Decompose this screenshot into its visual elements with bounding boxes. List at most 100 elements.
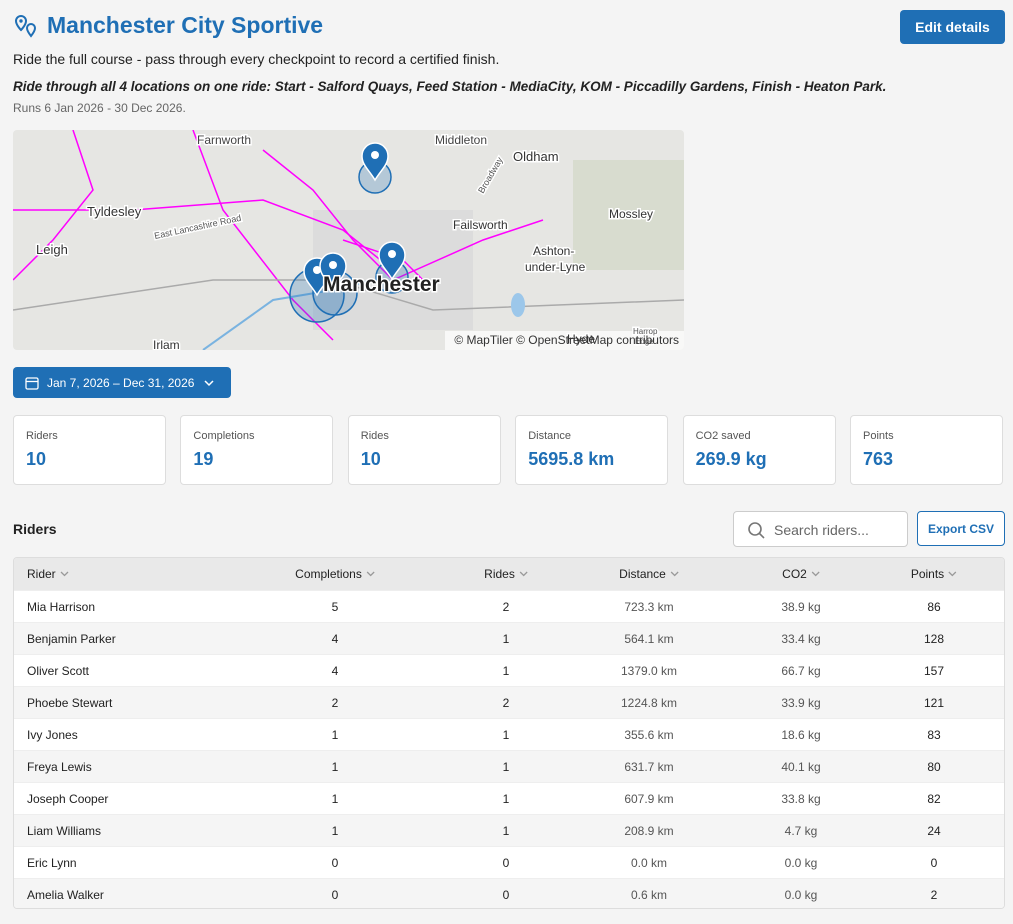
table-row: Ivy Jones 1 1 355.6 km 18.6 kg 83 (14, 718, 1004, 750)
table-cell: Joseph Cooper (27, 792, 109, 806)
column-title: Rides (484, 567, 515, 581)
stat-value: 5695.8 km (528, 449, 615, 469)
table-cell: 33.4 kg (781, 632, 821, 646)
map-label: Farnworth (197, 133, 251, 147)
table-cell: Freya Lewis (27, 760, 92, 774)
table-cell: 4 (331, 664, 339, 678)
table-cell: 0.0 km (630, 856, 668, 870)
table-cell: Eric Lynn (27, 856, 77, 870)
column-header[interactable]: CO2 (782, 567, 820, 581)
table-row: Liam Williams 1 1 208.9 km 4.7 kg 24 (14, 814, 1004, 846)
table-cell: 38.9 kg (781, 600, 821, 614)
table-cell: Amelia Walker (27, 888, 104, 902)
table-cell: 1379.0 km (620, 664, 678, 678)
map-canvas: Farnworth MiddletonOldhamTyldesleyBroadwa… (13, 130, 684, 350)
stat-label: Points (863, 430, 894, 442)
table-cell: 33.9 kg (781, 696, 821, 710)
map-label: Hyde (567, 332, 595, 346)
edit-details-button[interactable]: Edit details (900, 10, 1005, 44)
table-cell: 2 (502, 600, 510, 614)
column-title: Distance (619, 567, 666, 581)
sort-chevron (519, 571, 528, 577)
instructions: Ride through all 4 locations on one ride… (13, 79, 887, 94)
table-cell: 86 (927, 600, 941, 614)
table-cell: Benjamin Parker (27, 632, 116, 646)
map-label: Mossley (609, 207, 653, 221)
column-header[interactable]: Rides (484, 567, 528, 581)
table-cell: 0 (502, 856, 510, 870)
table-cell: 0.6 km (630, 888, 668, 902)
table-cell: 0 (502, 888, 510, 902)
table-cell: 0.0 kg (784, 856, 818, 870)
search-box[interactable]: Search riders... (733, 511, 908, 547)
table-cell: 0 (331, 888, 339, 902)
stat-label: Rides (360, 430, 389, 442)
sort-icon (366, 571, 375, 577)
column-header[interactable]: Completions (295, 567, 375, 581)
table-cell: 355.6 km (624, 728, 674, 742)
map-label: Oldham (513, 149, 559, 164)
search-icon (748, 522, 765, 539)
stat-value: 10 (360, 449, 381, 469)
export-csv-button[interactable]: Export CSV (917, 511, 1005, 546)
chevron (204, 379, 214, 386)
table-cell: 0 (930, 856, 938, 870)
run-dates: Runs 6 Jan 2026 - 30 Dec 2026. (13, 101, 186, 115)
table-cell: 1224.8 km (620, 696, 678, 710)
map-label: under-Lyne (525, 260, 586, 274)
stat-card: Riders 10 (13, 415, 166, 485)
date-range-filter[interactable]: Jan 7, 2026 – Dec 31, 2026 (13, 367, 231, 398)
riders-table: Rider Completions Rides Distance CO2 Points Mi… (13, 557, 1005, 909)
sort-chevron (60, 571, 69, 577)
map-attribution: © MapTiler © OpenStreetMap contributors (454, 333, 679, 347)
map-label: Failsworth (453, 218, 508, 232)
table-cell: 24 (927, 824, 941, 838)
column-title: CO2 (782, 567, 807, 581)
date-range-text: Jan 7, 2026 – Dec 31, 2026 (47, 375, 195, 390)
calendar-icon (25, 376, 39, 390)
map-label: Harrop (633, 327, 658, 336)
table-cell: 1 (502, 792, 510, 806)
column-header[interactable]: Points (911, 567, 957, 581)
stat-label: CO2 saved (695, 430, 751, 442)
table-cell: 1 (502, 664, 510, 678)
table-cell: 66.7 kg (781, 664, 821, 678)
table-row: Phoebe Stewart 2 2 1224.8 km 33.9 kg 121 (14, 686, 1004, 718)
table-cell: Phoebe Stewart (27, 696, 113, 710)
table-cell: 208.9 km (624, 824, 674, 838)
table-cell: 1 (331, 792, 339, 806)
stat-card: Distance 5695.8 km (515, 415, 669, 485)
table-cell: 40.1 kg (781, 760, 821, 774)
sort-icon (811, 571, 820, 577)
table-row: Amelia Walker 0 0 0.6 km 0.0 kg 2 (14, 878, 1004, 908)
table-cell: 564.1 km (624, 632, 674, 646)
table-cell: 4.7 kg (784, 824, 818, 838)
table-cell: Liam Williams (27, 824, 102, 838)
table-cell: 18.6 kg (781, 728, 821, 742)
table-cell: 1 (331, 824, 339, 838)
stat-card: Completions 19 (180, 415, 334, 485)
table-cell: 121 (923, 696, 945, 710)
map-label: Manchester (323, 273, 440, 296)
search-placeholder: Search riders... (774, 522, 869, 538)
table-cell: Oliver Scott (27, 664, 90, 678)
table-cell: Ivy Jones (27, 728, 78, 742)
stat-label: Completions (193, 430, 255, 442)
table-row: Mia Harrison 5 2 723.3 km 38.9 kg 86 (14, 590, 1004, 622)
column-title: Completions (295, 567, 362, 581)
column-header[interactable]: Rider (27, 567, 69, 581)
sort-icon (670, 571, 679, 577)
sort-icon (948, 571, 957, 577)
sort-icon (519, 571, 528, 577)
table-cell: 0 (331, 856, 339, 870)
map[interactable]: Farnworth Middleton Oldham Tyldesley Broadwa… (13, 130, 684, 350)
column-header[interactable]: Distance (619, 567, 679, 581)
stat-value: 10 (26, 449, 47, 469)
table-cell: 33.8 kg (781, 792, 821, 806)
table-cell: 631.7 km (624, 760, 674, 774)
table-cell: 2 (930, 888, 938, 902)
stat-card: Rides 10 (347, 415, 501, 485)
table-cell: 607.9 km (624, 792, 674, 806)
sort-icon (60, 571, 69, 577)
